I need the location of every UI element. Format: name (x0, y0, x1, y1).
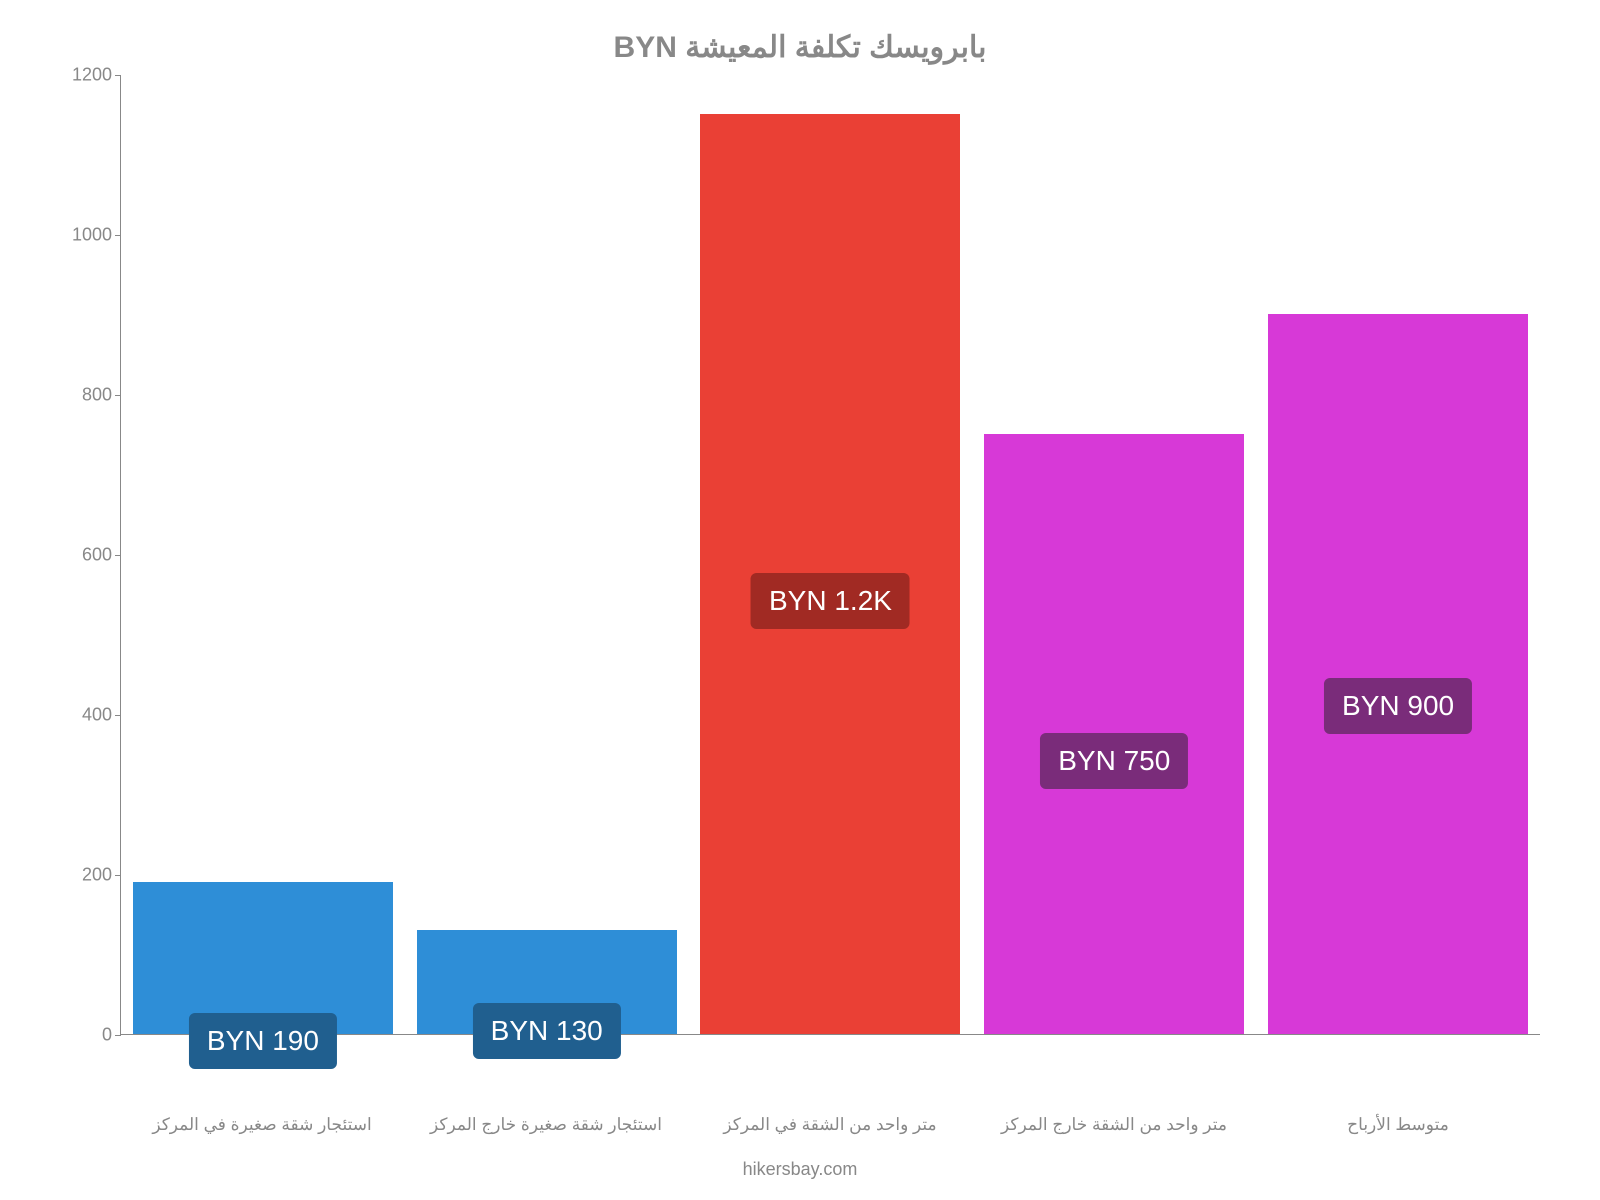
chart-title: بابرويسك تكلفة المعيشة BYN (614, 30, 987, 65)
bar-group: BYN 190 (133, 882, 393, 1034)
y-tick-label: 200 (82, 865, 112, 886)
y-tick-label: 800 (82, 385, 112, 406)
bar-group: BYN 1.2K (700, 114, 960, 1034)
bar-value-label: BYN 1.2K (751, 573, 910, 629)
y-tick-label: 0 (102, 1025, 112, 1046)
bar: BYN 1.2K (700, 114, 960, 1034)
y-tick-label: 400 (82, 705, 112, 726)
bars-area: BYN 190BYN 130 BYN 1.2K BYN 750 BYN 900 (121, 75, 1540, 1034)
y-tick-mark (115, 1035, 121, 1036)
bar: BYN 130 (417, 930, 677, 1034)
x-axis-label: متوسط الأرباح (1268, 1115, 1528, 1135)
chart-container: 020040060080010001200 BYN 190BYN 130BYN … (60, 75, 1540, 1095)
bar: BYN 900 (1268, 314, 1528, 1034)
x-axis: استئجار شقة صغيرة في المركز استئجار شقة ص… (120, 1115, 1540, 1135)
x-axis-label: متر واحد من الشقة في المركز (700, 1115, 960, 1135)
bar-value-label: BYN 750 (1040, 733, 1188, 789)
bar: BYN 190 (133, 882, 393, 1034)
bar-value-label: BYN 190 (189, 1013, 337, 1069)
y-tick-label: 1000 (72, 225, 112, 246)
bar-group: BYN 130 (417, 930, 677, 1034)
bar-value-label: BYN 900 (1324, 678, 1472, 734)
bar-group: BYN 900 (1268, 314, 1528, 1034)
bar-value-label: BYN 130 (473, 1003, 621, 1059)
watermark: hikersbay.com (743, 1159, 858, 1180)
y-tick-label: 600 (82, 545, 112, 566)
plot-area: BYN 190BYN 130 BYN 1.2K BYN 750 BYN 900 (120, 75, 1540, 1035)
y-axis: 020040060080010001200 (60, 75, 120, 1035)
y-tick-label: 1200 (72, 65, 112, 86)
x-axis-label: استئجار شقة صغيرة في المركز (132, 1115, 392, 1135)
x-axis-label: استئجار شقة صغيرة خارج المركز (416, 1115, 676, 1135)
bar-group: BYN 750 (984, 434, 1244, 1034)
x-axis-label: متر واحد من الشقة خارج المركز (984, 1115, 1244, 1135)
bar: BYN 750 (984, 434, 1244, 1034)
